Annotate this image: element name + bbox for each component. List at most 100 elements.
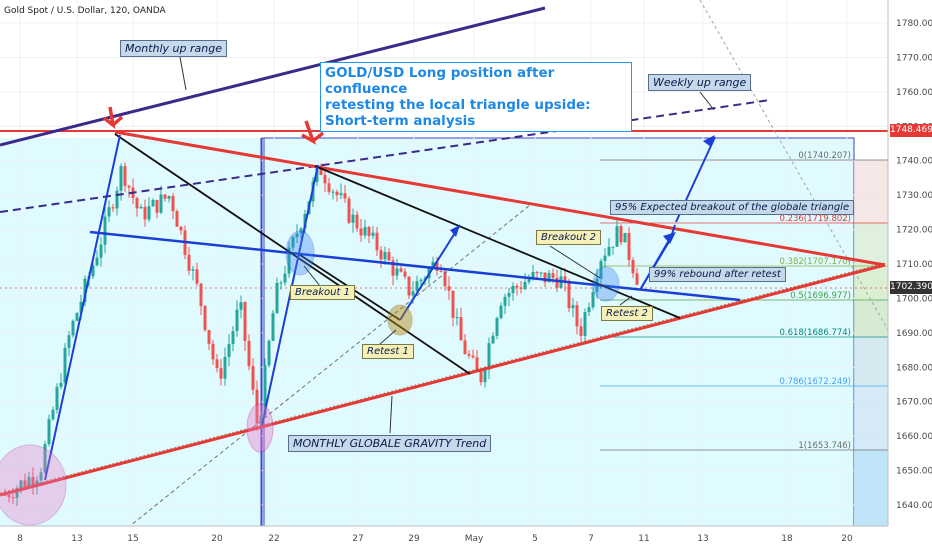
y-tick-label: 1660.000: [896, 432, 932, 442]
y-tick-label: 1730.000: [896, 191, 932, 201]
candle-body: [263, 365, 267, 416]
fib-zone: [854, 450, 888, 526]
candle-body: [163, 194, 167, 199]
rebound-arrow: [639, 234, 673, 291]
y-tick-label: 1680.000: [896, 363, 932, 373]
impulse-1: [44, 134, 121, 481]
candle-body: [343, 193, 347, 199]
candle-body: [419, 279, 423, 282]
candle-body: [299, 228, 303, 234]
fib-label: 1(1653.746): [798, 441, 851, 451]
candle-body: [543, 272, 547, 283]
candle-body: [475, 357, 479, 372]
retest-2-label: Retest 2: [601, 306, 653, 321]
candle-body: [187, 254, 191, 271]
candle-body: [363, 227, 367, 236]
candle-body: [451, 290, 455, 318]
red-pointer-2: [301, 120, 325, 145]
candle-body: [239, 302, 243, 310]
candle-body: [351, 214, 355, 223]
fib-label: 0.786(1672.249): [779, 377, 851, 387]
x-tick-label: 11: [638, 534, 649, 544]
y-tick-label: 1640.000: [896, 501, 932, 511]
candle-body: [635, 273, 639, 285]
candle-body: [103, 216, 107, 245]
candle-body: [487, 343, 491, 370]
candle-body: [31, 476, 35, 485]
candle-body: [111, 207, 115, 209]
candle-body: [535, 271, 539, 274]
candle-body: [255, 389, 259, 424]
candle-body: [23, 480, 27, 487]
candle-body: [215, 359, 219, 369]
y-tick-label: 1670.000: [896, 398, 932, 408]
candle-body: [139, 206, 143, 209]
candle-body: [395, 268, 399, 276]
candle-body: [271, 313, 275, 341]
candle-body: [107, 207, 111, 217]
candle-body: [119, 166, 123, 191]
candle-body: [35, 480, 39, 485]
candle-body: [79, 301, 83, 313]
fib-zone: [854, 300, 888, 337]
candle-body: [155, 200, 159, 213]
candle-body: [151, 200, 155, 207]
candle-body: [579, 326, 583, 336]
candle-body: [279, 282, 283, 284]
candle-body: [223, 356, 227, 379]
note-pointer: [179, 56, 187, 91]
candle-body: [531, 271, 535, 279]
x-tick-label: 5: [532, 534, 538, 544]
candle-body: [367, 227, 371, 236]
candle-body: [623, 233, 627, 243]
candle-body: [275, 282, 279, 314]
symbol-title: Gold Spot / U.S. Dollar, 120, OANDA: [4, 6, 166, 16]
candle-body: [331, 191, 335, 193]
y-tick-label: 1720.000: [896, 226, 932, 236]
candle-body: [407, 276, 411, 296]
candle-body: [495, 318, 499, 336]
candle-body: [39, 472, 43, 481]
candle-body: [235, 309, 239, 332]
candle-body: [567, 281, 571, 309]
x-tick-label: 20: [211, 534, 223, 544]
arrow-head: [450, 225, 460, 237]
candle-body: [339, 193, 343, 196]
candle-body: [159, 194, 163, 213]
black-channel-1: [114, 133, 471, 375]
circle-start: [0, 444, 67, 526]
candle-body: [91, 265, 95, 277]
rebound-label: 99% rebound after retest: [649, 267, 786, 282]
candle-body: [415, 281, 419, 292]
candle-body: [591, 292, 595, 308]
candle-body: [387, 252, 391, 261]
candle-body: [243, 302, 247, 341]
candle-body: [71, 320, 75, 336]
fib-label: 0.618(1686.774): [779, 328, 851, 338]
candle-body: [467, 354, 471, 356]
candle-body: [519, 287, 523, 290]
candle-body: [411, 291, 415, 296]
fib-zone: [854, 223, 888, 266]
candle-body: [323, 174, 327, 184]
candle-body: [199, 283, 203, 306]
candle-body: [95, 257, 99, 266]
title-line-1: GOLD/USD Long position after confluence: [325, 65, 555, 97]
candle-body: [55, 386, 59, 410]
candle-body: [99, 244, 103, 258]
candle-body: [435, 261, 439, 271]
candle-body: [171, 196, 175, 212]
fib-zone: [854, 337, 888, 386]
impulse-3: [399, 224, 461, 321]
candle-body: [147, 206, 151, 220]
candle-body: [115, 190, 119, 209]
candle-body: [371, 232, 375, 236]
candle-body: [127, 185, 131, 188]
fib-label: 0.382(1707.170): [779, 257, 851, 267]
price-tag-red: 1748.469: [890, 124, 932, 137]
support-dots: [0, 262, 886, 494]
highlight-zone: [0, 138, 854, 526]
candle-body: [615, 226, 619, 247]
candle-body: [203, 305, 207, 330]
candle-body: [283, 273, 287, 283]
